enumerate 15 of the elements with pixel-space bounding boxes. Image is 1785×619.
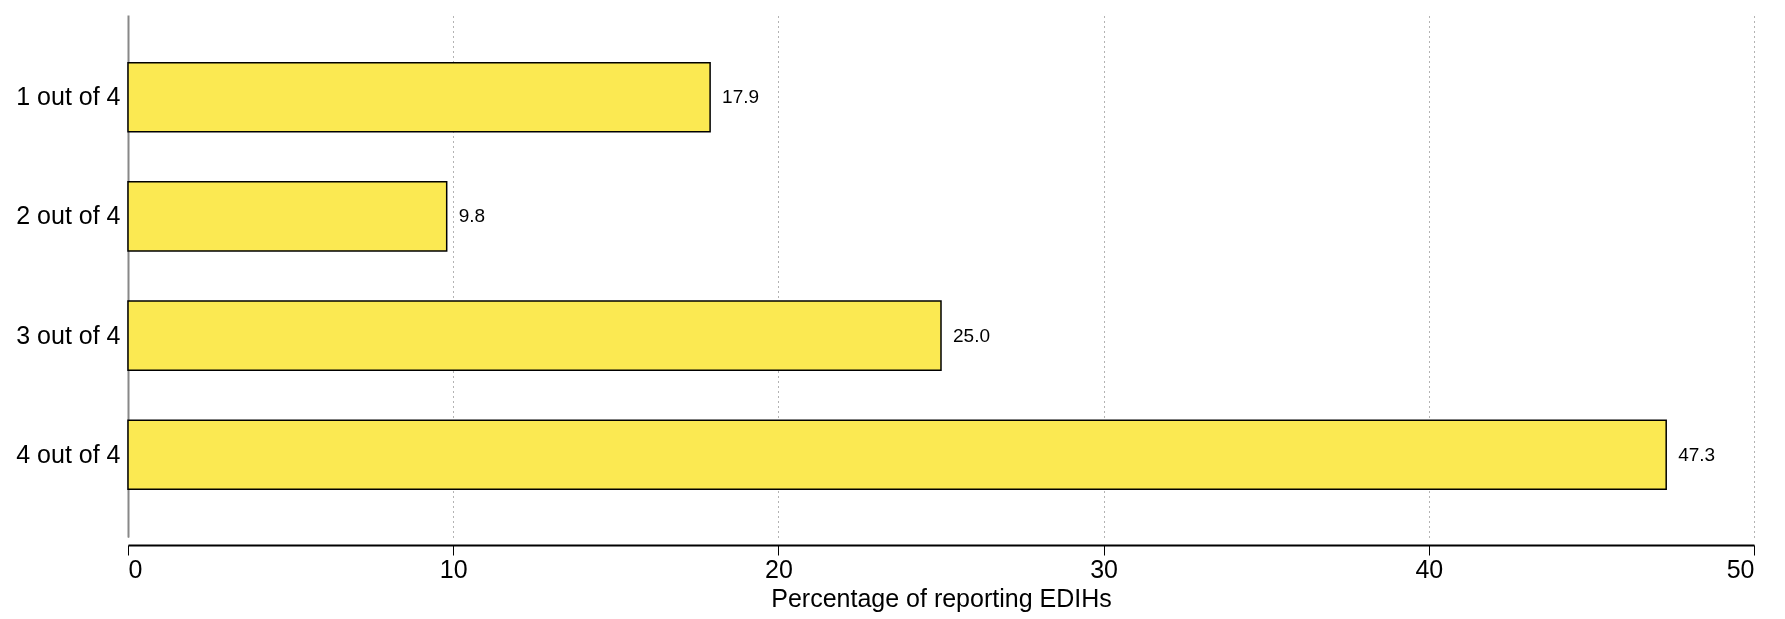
y-tick-label: 4 out of 4 (16, 439, 121, 468)
x-axis-title: Percentage of reporting EDIHs (771, 583, 1112, 612)
x-tick-label: 20 (764, 554, 793, 583)
y-tick-label: 2 out of 4 (16, 201, 121, 230)
x-tick-label: 0 (128, 554, 143, 583)
x-tick-label: 30 (1090, 554, 1119, 583)
x-tick-label: 50 (1726, 554, 1755, 583)
x-tick-label: 40 (1415, 554, 1444, 583)
y-tick-label: 3 out of 4 (16, 320, 121, 349)
y-tick-label: 1 out of 4 (16, 82, 121, 111)
data-label: 47.3 (1678, 443, 1716, 465)
data-label: 25.0 (953, 324, 990, 346)
data-label: 9.8 (458, 205, 486, 227)
data-label: 17.9 (722, 86, 760, 108)
x-tick-label: 10 (439, 554, 468, 583)
